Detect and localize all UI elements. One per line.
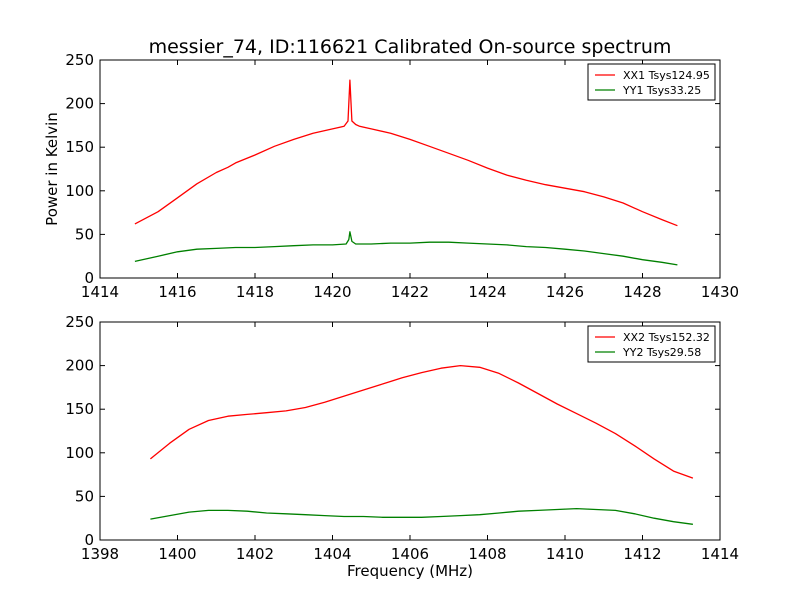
x-tick-label: 1414 [81,283,119,301]
x-tick-label: 1420 [313,283,351,301]
legend-label-yy2: YY2 Tsys29.58 [622,346,701,359]
series-line-xx1 [134,79,678,227]
top-axis-ticks: 1414 1416 1418 1420 1422 1424 1426 1428 1430 0 50 1… [65,51,739,301]
y-tick-label: 150 [65,400,94,418]
top-subplot: 1414 1416 1418 1420 1422 1424 1426 1428 1430 0 50 1… [65,51,739,301]
top-legend-box [587,63,716,101]
legend-label-xx2: XX2 Tsys152.32 [623,331,710,344]
x-tick-label: 1414 [701,545,739,563]
x-tick-label: 1398 [81,545,119,563]
x-tick-label: 1430 [701,283,739,301]
x-tick-label: 1416 [158,283,196,301]
y-tick-label: 150 [65,138,94,156]
chart-title: messier_74, ID:116621 Calibrated On-sour… [149,36,672,58]
x-tick-label: 1428 [623,283,661,301]
top-series-lines [134,79,678,266]
top-legend: XX1 Tsys124.95 YY1 Tsys33.25 [587,63,716,101]
x-tick-label: 1400 [158,545,196,563]
x-tick-label: 1418 [236,283,274,301]
legend-label-xx1: XX1 Tsys124.95 [623,69,710,82]
y-tick-label: 100 [65,444,94,462]
bottom-legend-box [587,325,716,363]
bottom-subplot: 1398 1400 1402 1404 1406 1408 1410 1412 1414 0 50 1… [65,313,739,563]
series-line-yy1 [134,231,678,266]
series-line-xx2 [149,364,694,479]
legend-label-yy1: YY1 Tsys33.25 [622,84,701,97]
x-tick-label: 1408 [468,545,506,563]
y-tick-label: 50 [75,225,94,243]
bottom-axis-ticks: 1398 1400 1402 1404 1406 1408 1410 1412 1414 0 50 1… [65,313,739,563]
x-tick-label: 1424 [468,283,506,301]
y-tick-label: 0 [84,269,94,287]
bottom-series-lines [149,364,694,525]
bottom-legend: XX2 Tsys152.32 YY2 Tsys29.58 [587,325,716,363]
y-tick-label: 50 [75,487,94,505]
x-tick-label: 1422 [391,283,429,301]
x-tick-label: 1410 [546,545,584,563]
x-axis-label: Frequency (MHz) [347,562,473,580]
x-tick-label: 1412 [623,545,661,563]
y-tick-label: 200 [65,357,94,375]
x-tick-label: 1406 [391,545,429,563]
y-tick-label: 200 [65,95,94,113]
series-line-yy2 [150,507,693,525]
y-axis-label: Power in Kelvin [43,112,61,226]
x-tick-label: 1402 [236,545,274,563]
x-tick-label: 1426 [546,283,584,301]
y-tick-label: 250 [65,51,94,69]
y-tick-label: 0 [84,531,94,549]
x-tick-label: 1404 [313,545,351,563]
y-tick-label: 250 [65,313,94,331]
y-tick-label: 100 [65,182,94,200]
